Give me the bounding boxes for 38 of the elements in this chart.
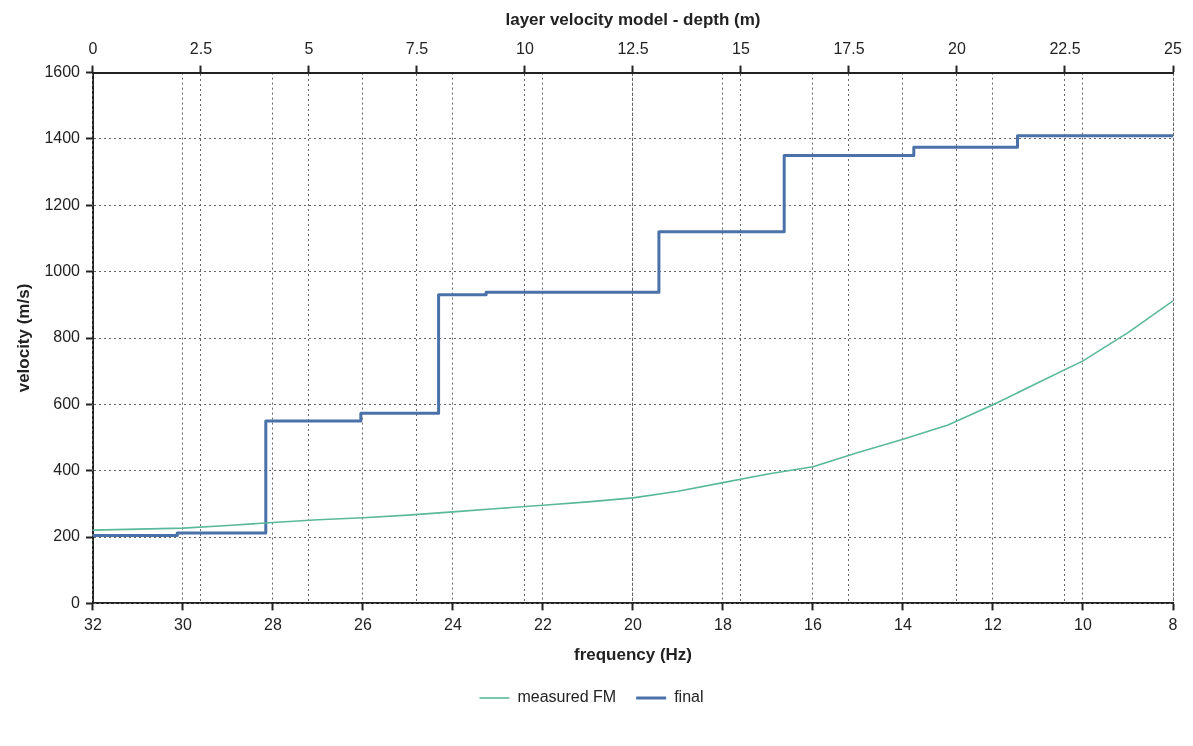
- x2-axis-title: layer velocity model - depth (m): [505, 9, 761, 29]
- y-tick-label: 200: [53, 527, 81, 545]
- x2-tick-label: 2.5: [189, 40, 213, 58]
- x-tick-label: 32: [84, 616, 102, 634]
- x-tick-label: 22: [534, 616, 552, 634]
- y-tick-label: 800: [53, 328, 81, 346]
- x2-tick-label: 20: [948, 40, 966, 58]
- x2-tick-label: 15: [732, 40, 750, 58]
- x-tick-label: 14: [894, 616, 912, 634]
- y-tick-label: 1000: [44, 262, 81, 280]
- y-tick-label: 600: [53, 394, 81, 412]
- x2-tick-label: 12.5: [617, 40, 649, 58]
- x-tick-label: 20: [624, 616, 642, 634]
- y-tick-label: 400: [53, 461, 81, 479]
- y-tick-label: 0: [71, 593, 81, 611]
- x2-tick-label: 10: [516, 40, 534, 58]
- x-tick-label: 26: [354, 616, 372, 634]
- x2-tick-label: 17.5: [833, 40, 865, 58]
- x2-tick-label: 22.5: [1049, 40, 1081, 58]
- x-axis-title: frequency (Hz): [573, 645, 693, 665]
- x-tick-label: 12: [984, 616, 1002, 634]
- x-tick-label: 10: [1074, 616, 1092, 634]
- x2-tick-label: 5: [304, 40, 314, 58]
- x-tick-label: 8: [1168, 616, 1178, 634]
- x-tick-label: 24: [444, 616, 462, 634]
- x2-tick-label: 7.5: [405, 40, 429, 58]
- x-tick-label: 28: [264, 616, 282, 634]
- x-tick-label: 18: [714, 616, 732, 634]
- x2-tick-label: 0: [88, 40, 98, 58]
- legend-label: measured FM: [517, 688, 617, 706]
- x2-tick-label: 25: [1164, 40, 1182, 58]
- x-tick-label: 30: [174, 616, 192, 634]
- y-tick-label: 1400: [44, 129, 81, 147]
- y-tick-label: 1200: [44, 195, 81, 213]
- y-axis-title: velocity (m/s): [13, 283, 33, 393]
- legend-label: final: [674, 688, 704, 706]
- y-tick-label: 1600: [44, 63, 81, 81]
- x-tick-label: 16: [804, 616, 822, 634]
